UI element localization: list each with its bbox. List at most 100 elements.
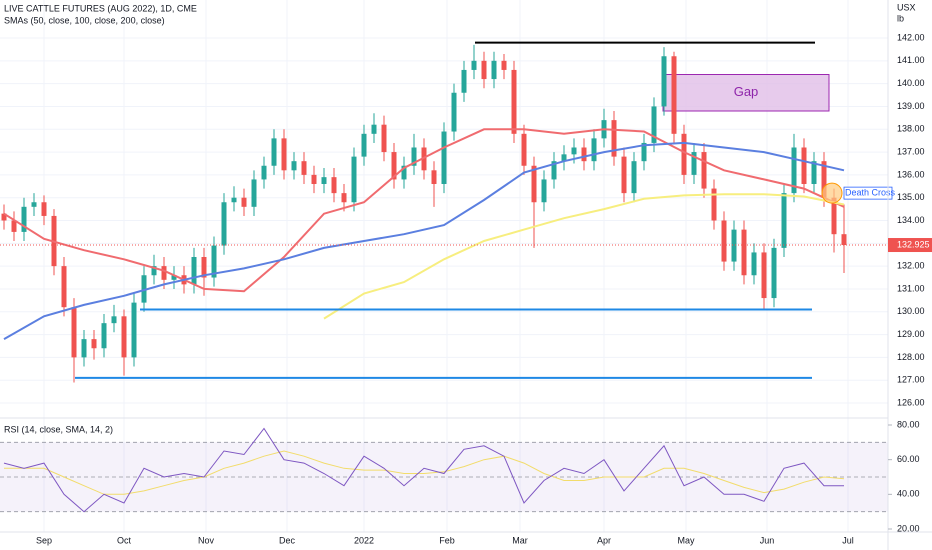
candle-body: [101, 323, 107, 349]
y-tick-label: 126.00: [897, 397, 925, 407]
candle-body: [621, 156, 627, 194]
candle-body: [761, 252, 767, 299]
candle-body: [431, 170, 437, 184]
candle-body: [831, 197, 837, 235]
candle-body: [11, 220, 17, 232]
candle-body: [741, 229, 747, 276]
rsi-line: [3, 427, 844, 513]
candle-body: [751, 252, 757, 276]
candle-body: [61, 266, 67, 308]
candle-body: [291, 161, 297, 171]
candle-body: [611, 120, 617, 157]
candle-body: [31, 202, 37, 207]
candle-body: [681, 133, 687, 175]
candle-body: [381, 124, 387, 153]
y-tick-label: 135.00: [897, 192, 925, 202]
candle-body: [281, 138, 287, 171]
candle-body: [511, 69, 517, 134]
unit-label: USX: [897, 2, 916, 12]
candle-body: [501, 60, 507, 70]
candle-body: [81, 339, 87, 358]
candle-body: [821, 161, 827, 198]
candle-body: [411, 147, 417, 166]
candle-body: [841, 234, 847, 246]
candle-body: [481, 60, 487, 80]
x-tick-label: Jun: [760, 535, 775, 545]
candle-body: [791, 147, 797, 194]
candle-body: [441, 131, 447, 184]
indicator-legend: SMAs (50, close, 100, close, 200, close): [4, 15, 165, 25]
unit-label: lb: [897, 13, 904, 23]
candle-body: [141, 275, 147, 303]
candle-body: [111, 316, 117, 324]
candle-body: [521, 133, 527, 166]
candle-body: [161, 266, 167, 280]
y-tick-label: 127.00: [897, 375, 925, 385]
last-price-label: 132.925: [897, 239, 930, 249]
candle-body: [341, 193, 347, 203]
candle-body: [131, 302, 137, 358]
last-price-box: [888, 238, 932, 253]
candle-body: [221, 202, 227, 246]
x-tick-label: Sep: [36, 535, 52, 545]
y-tick-label: 134.00: [897, 215, 925, 225]
candle-body: [361, 133, 367, 157]
candle-body: [691, 152, 697, 175]
y-tick-label: 130.00: [897, 306, 925, 316]
candle-body: [21, 206, 27, 232]
candle-body: [201, 257, 207, 278]
candle-body: [571, 147, 577, 155]
rsi-tick-label: 80.00: [897, 419, 920, 429]
candle-body: [171, 275, 177, 280]
candle-body: [491, 60, 497, 80]
y-tick-label: 128.00: [897, 352, 925, 362]
gap-box: [662, 74, 830, 112]
candle-body: [71, 307, 77, 358]
y-tick-label: 138.00: [897, 124, 925, 134]
x-tick-label: Nov: [198, 535, 215, 545]
gap-label: Gap: [734, 84, 759, 99]
sma-line: [3, 128, 845, 293]
y-tick-label: 132.00: [897, 261, 925, 271]
candle-body: [151, 266, 157, 276]
x-tick-label: Oct: [117, 535, 132, 545]
x-tick-label: Jul: [842, 535, 854, 545]
candle-body: [551, 161, 557, 180]
candle-body: [671, 56, 677, 134]
chart-title: LIVE CATTLE FUTURES (AUG 2022), 1D, CME: [4, 3, 197, 13]
candle-body: [401, 165, 407, 180]
x-tick-label: May: [677, 535, 695, 545]
candle-body: [231, 197, 237, 203]
y-tick-label: 142.00: [897, 32, 925, 42]
candle-body: [811, 161, 817, 184]
candle-body: [121, 316, 127, 358]
candle-body: [421, 147, 427, 171]
candle-body: [591, 138, 597, 162]
plot: Gap Death Cross: [0, 41, 896, 513]
rsi-tick-label: 20.00: [897, 523, 920, 533]
rsi-tick-label: 60.00: [897, 454, 920, 464]
candle-body: [391, 152, 397, 180]
candle-body: [41, 202, 47, 216]
x-tick-label: Apr: [597, 535, 611, 545]
x-tick-label: 2022: [354, 535, 374, 545]
candle-body: [91, 339, 97, 349]
candle-body: [261, 165, 267, 180]
candle-body: [371, 124, 377, 134]
candle-body: [651, 106, 657, 143]
y-tick-label: 137.00: [897, 146, 925, 156]
candle-body: [461, 69, 467, 93]
rsi-legend: RSI (14, close, SMA, 14, 2): [4, 424, 113, 434]
candle-body: [471, 60, 477, 70]
candle-body: [251, 179, 257, 207]
candle-body: [701, 152, 707, 189]
x-tick-label: Mar: [512, 535, 528, 545]
y-tick-label: 141.00: [897, 55, 925, 65]
y-tick-label: 139.00: [897, 101, 925, 111]
candle-body: [301, 161, 307, 175]
death-cross-marker: [821, 182, 843, 204]
candle-body: [641, 142, 647, 162]
sma-line: [323, 193, 845, 320]
candle-body: [721, 220, 727, 262]
